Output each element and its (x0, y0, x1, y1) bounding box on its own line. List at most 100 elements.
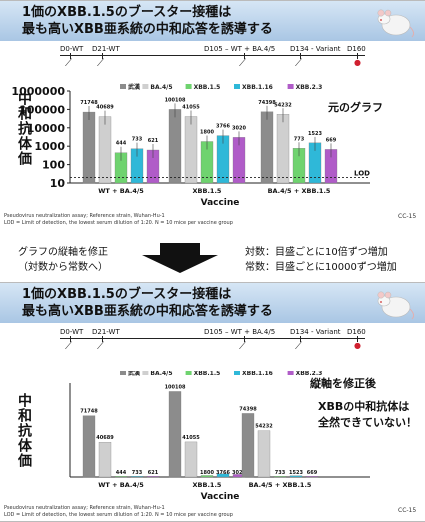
data-label: 621 (148, 470, 159, 476)
bottom-footnote-1: Pseudovirus neutralization assay; Refere… (4, 505, 165, 511)
bar (184, 441, 198, 478)
legend-label: XBB.2.3 (296, 84, 323, 91)
syringe-icon: ⟋ (295, 341, 302, 352)
legend-swatch (234, 84, 240, 89)
x-axis-title: Vaccine (201, 492, 240, 502)
bottom-title-line1: 1価のXBB.1.5のブースター接種は (22, 287, 232, 302)
top-slide: 1価のXBB.1.5のブースター接種は 最も高いXBB亜系統の中和応答を誘導する… (0, 0, 425, 230)
bar (276, 114, 290, 184)
legend-swatch (185, 84, 192, 89)
bar (200, 475, 214, 478)
legend-label: XBB.1.16 (242, 84, 273, 91)
data-label: 3020 (232, 470, 246, 476)
syringe-icon: ⟋ (239, 58, 246, 69)
y-tick-label: 10000 (27, 122, 66, 135)
legend-label: XBB.1.5 (194, 371, 221, 377)
blood-drop-icon: ● (354, 58, 361, 67)
timeline-tick (244, 53, 245, 59)
category-label: WT + BA.4/5 (98, 187, 144, 195)
timeline-label: D21-WT (92, 328, 120, 336)
data-label: 1800 (200, 470, 214, 476)
data-label: 71748 (80, 100, 98, 106)
lod-label: LOD (354, 169, 370, 177)
data-label: 54232 (274, 102, 292, 108)
y-tick-label: 10 (50, 177, 66, 190)
bottom-footnote-2: LOD = Limit of detection, the lowest ser… (4, 512, 233, 518)
timeline-line (60, 55, 365, 56)
legend-label: BA.4/5 (150, 84, 172, 91)
top-footnote-1: Pseudovirus neutralization assay; Refere… (4, 213, 165, 219)
bar (82, 111, 96, 184)
syringe-icon: ⟋ (239, 341, 246, 352)
data-label: 41055 (182, 435, 200, 441)
category-label: XBB.1.5 (193, 481, 222, 489)
data-label: 444 (116, 141, 127, 147)
category-label: BA.4/5 + XBB.1.5 (268, 187, 331, 195)
bar (168, 391, 182, 478)
data-label: 733 (275, 470, 286, 476)
top-title-line2: 最も高いXBB亜系統の中和応答を誘導する (22, 22, 273, 37)
timeline-label: D160 (347, 45, 366, 53)
original-graph-note: 元のグラフ (328, 101, 383, 114)
data-label: 41055 (182, 105, 200, 111)
data-label: 40689 (96, 435, 114, 441)
legend-label: XBB.1.16 (242, 371, 273, 377)
log-bar-chart: 10 100 1000 10000 100000 1000000 武漢 BA.4/5 XBB.1… (11, 83, 370, 208)
explanation-strip: グラフの縦軸を修正 （対数から常数へ） 対数：目盛ごとに10倍ずつ増加 常数：目… (0, 229, 425, 279)
mouse-icon (377, 9, 415, 38)
top-header (0, 1, 425, 41)
data-label: 100108 (165, 97, 186, 103)
data-label: 669 (307, 470, 318, 476)
bar (82, 415, 96, 478)
data-label: 1523 (308, 131, 322, 137)
bottom-title-line2: 最も高いXBB亜系統の中和応答を誘導する (22, 304, 273, 319)
xbb-note-line2: 全然できていない！ (318, 416, 417, 429)
down-arrow-icon (142, 243, 218, 273)
timeline-tick (357, 336, 358, 342)
legend-swatch (142, 371, 149, 375)
legend-swatch (120, 84, 126, 89)
category-label: WT + BA.4/5 (98, 481, 144, 489)
data-label: 3766 (216, 124, 230, 130)
top-footnote-2: LOD = Limit of detection, the lowest ser… (4, 220, 233, 226)
blood-drop-icon: ● (354, 341, 361, 350)
timeline-line (60, 338, 365, 339)
data-label: 1523 (289, 470, 303, 476)
data-label: 733 (132, 470, 143, 476)
linear-explanation: 常数：目盛ごとに10000ずつ増加 (245, 262, 397, 273)
bar (184, 116, 198, 184)
legend-label: BA.4/5 (150, 371, 172, 377)
corrected-axis-note: 縦軸を修正後 (310, 377, 376, 390)
bar (305, 476, 319, 478)
legend-swatch (120, 371, 126, 375)
data-label: 40689 (96, 105, 114, 111)
y-tick-label: 100000 (19, 103, 65, 116)
data-label: 74398 (258, 100, 276, 106)
legend-label: XBB.1.5 (194, 84, 221, 91)
category-label: BA.4/5 + XBB.1.5 (249, 481, 312, 489)
data-label: 621 (148, 138, 159, 144)
legend-swatch (142, 84, 149, 89)
mouse-icon (377, 291, 415, 320)
data-label: 54232 (255, 424, 273, 430)
timeline-label: D134 - Variant (290, 328, 341, 336)
bottom-y-axis-label: 中和抗体価 (16, 393, 32, 468)
data-label: 3020 (232, 125, 246, 131)
bar (216, 473, 230, 478)
timeline-label: D160 (347, 328, 366, 336)
legend-swatch (185, 371, 192, 375)
timeline-label: D105 – WT + BA.4/5 (204, 328, 276, 336)
data-label: 3766 (216, 470, 230, 476)
axis-change-line2: （対数から常数へ） (18, 262, 108, 273)
timeline-label: D0-WT (60, 328, 84, 336)
legend-swatch (234, 371, 240, 375)
y-tick-label: 100 (42, 159, 65, 172)
data-label: 669 (326, 137, 337, 143)
data-label: 74398 (239, 406, 257, 412)
log-explanation: 対数：目盛ごとに10倍ずつ増加 (245, 247, 388, 258)
data-label: 71748 (80, 409, 98, 415)
syringe-icon: ⟋ (97, 58, 104, 69)
linear-bar-chart: 武漢 BA.4/5 XBB.1.5 XBB.1.16 XBB.2.3 71748 40689… (69, 371, 370, 502)
bar (130, 476, 144, 478)
syringe-icon: ⟋ (97, 341, 104, 352)
